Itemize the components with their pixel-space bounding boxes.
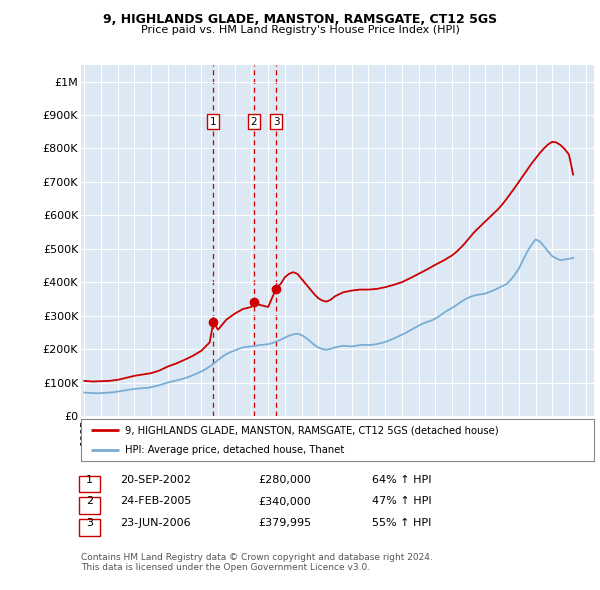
Text: Price paid vs. HM Land Registry's House Price Index (HPI): Price paid vs. HM Land Registry's House … — [140, 25, 460, 35]
Text: 2: 2 — [250, 117, 257, 127]
Text: 23-JUN-2006: 23-JUN-2006 — [120, 519, 191, 528]
Text: 1: 1 — [210, 117, 217, 127]
Text: 9, HIGHLANDS GLADE, MANSTON, RAMSGATE, CT12 5GS (detached house): 9, HIGHLANDS GLADE, MANSTON, RAMSGATE, C… — [125, 425, 498, 435]
Text: This data is licensed under the Open Government Licence v3.0.: This data is licensed under the Open Gov… — [81, 563, 370, 572]
Text: 9, HIGHLANDS GLADE, MANSTON, RAMSGATE, CT12 5GS: 9, HIGHLANDS GLADE, MANSTON, RAMSGATE, C… — [103, 13, 497, 26]
Text: Contains HM Land Registry data © Crown copyright and database right 2024.: Contains HM Land Registry data © Crown c… — [81, 553, 433, 562]
Text: HPI: Average price, detached house, Thanet: HPI: Average price, detached house, Than… — [125, 445, 344, 455]
Text: 3: 3 — [272, 117, 280, 127]
Text: 64% ↑ HPI: 64% ↑ HPI — [372, 475, 431, 484]
Text: 55% ↑ HPI: 55% ↑ HPI — [372, 519, 431, 528]
Text: £280,000: £280,000 — [258, 475, 311, 484]
Text: 1: 1 — [86, 475, 93, 484]
Text: £379,995: £379,995 — [258, 519, 311, 528]
Text: 20-SEP-2002: 20-SEP-2002 — [120, 475, 191, 484]
Text: £340,000: £340,000 — [258, 497, 311, 506]
Text: 2: 2 — [86, 497, 93, 506]
Text: 47% ↑ HPI: 47% ↑ HPI — [372, 497, 431, 506]
Text: 3: 3 — [86, 519, 93, 528]
Text: 24-FEB-2005: 24-FEB-2005 — [120, 497, 191, 506]
